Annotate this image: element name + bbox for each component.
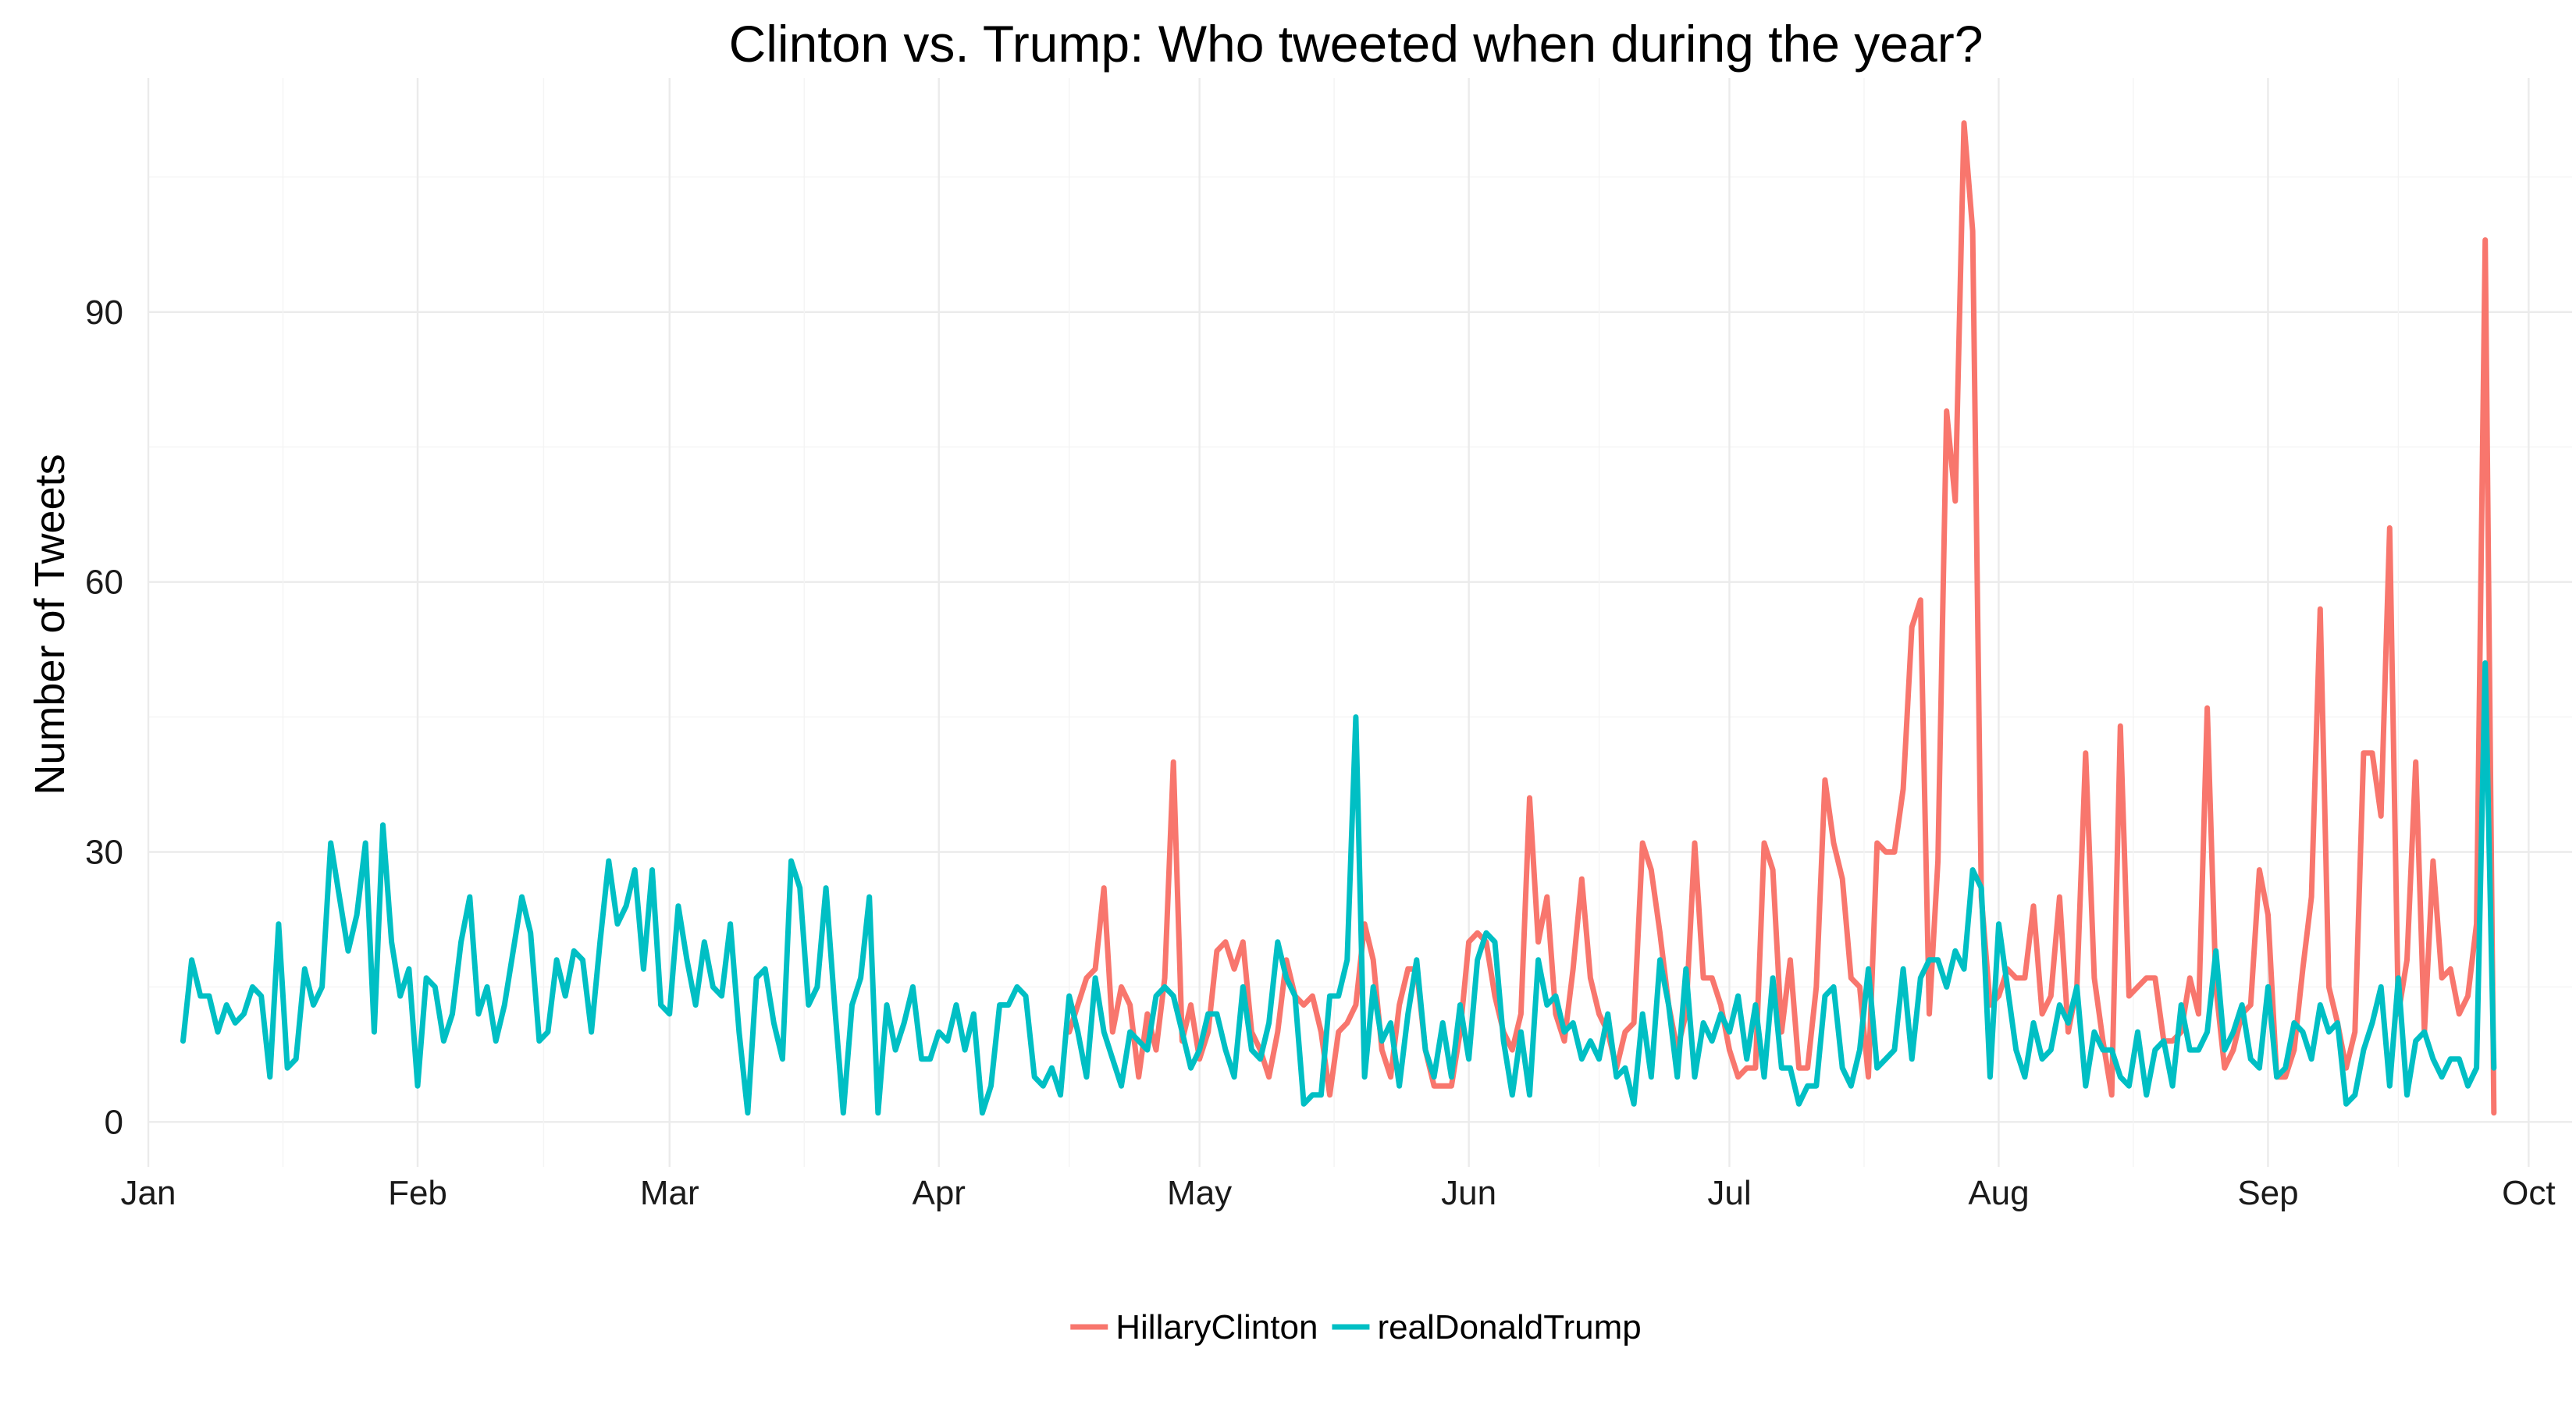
x-tick-label: Mar [640,1174,699,1212]
y-tick-label: 0 [105,1103,123,1141]
series-lines [180,120,2497,1116]
x-tick-label: Sep [2237,1174,2298,1212]
series-line-HillaryClinton [1066,120,2497,1116]
chart-title: Clinton vs. Trump: Who tweeted when duri… [729,15,1984,73]
legend: HillaryClinton realDonaldTrump [1070,1308,1642,1346]
x-tick-labels: Jan Feb Mar Apr May Jun Jul Aug Sep Oct [121,1174,2556,1212]
x-tick-label: Jan [121,1174,176,1212]
grid-lines [147,78,2572,1167]
legend-label-HillaryClinton: HillaryClinton [1115,1308,1318,1346]
legend-label-realDonaldTrump: realDonaldTrump [1377,1308,1641,1346]
x-tick-label: Feb [388,1174,447,1212]
y-tick-label: 90 [85,293,123,332]
x-tick-label: May [1167,1174,1232,1212]
series-line-realDonaldTrump [180,660,2497,1116]
x-tick-label: Jun [1441,1174,1496,1212]
y-tick-label: 60 [85,564,123,602]
y-tick-label: 30 [85,833,123,871]
x-tick-label: Jul [1707,1174,1751,1212]
y-tick-labels: 0 30 60 90 [85,293,123,1142]
x-tick-label: Oct [2502,1174,2555,1212]
x-tick-label: Aug [1968,1174,2029,1212]
x-tick-label: Apr [912,1174,965,1212]
y-axis-title: Number of Tweets [27,454,73,795]
